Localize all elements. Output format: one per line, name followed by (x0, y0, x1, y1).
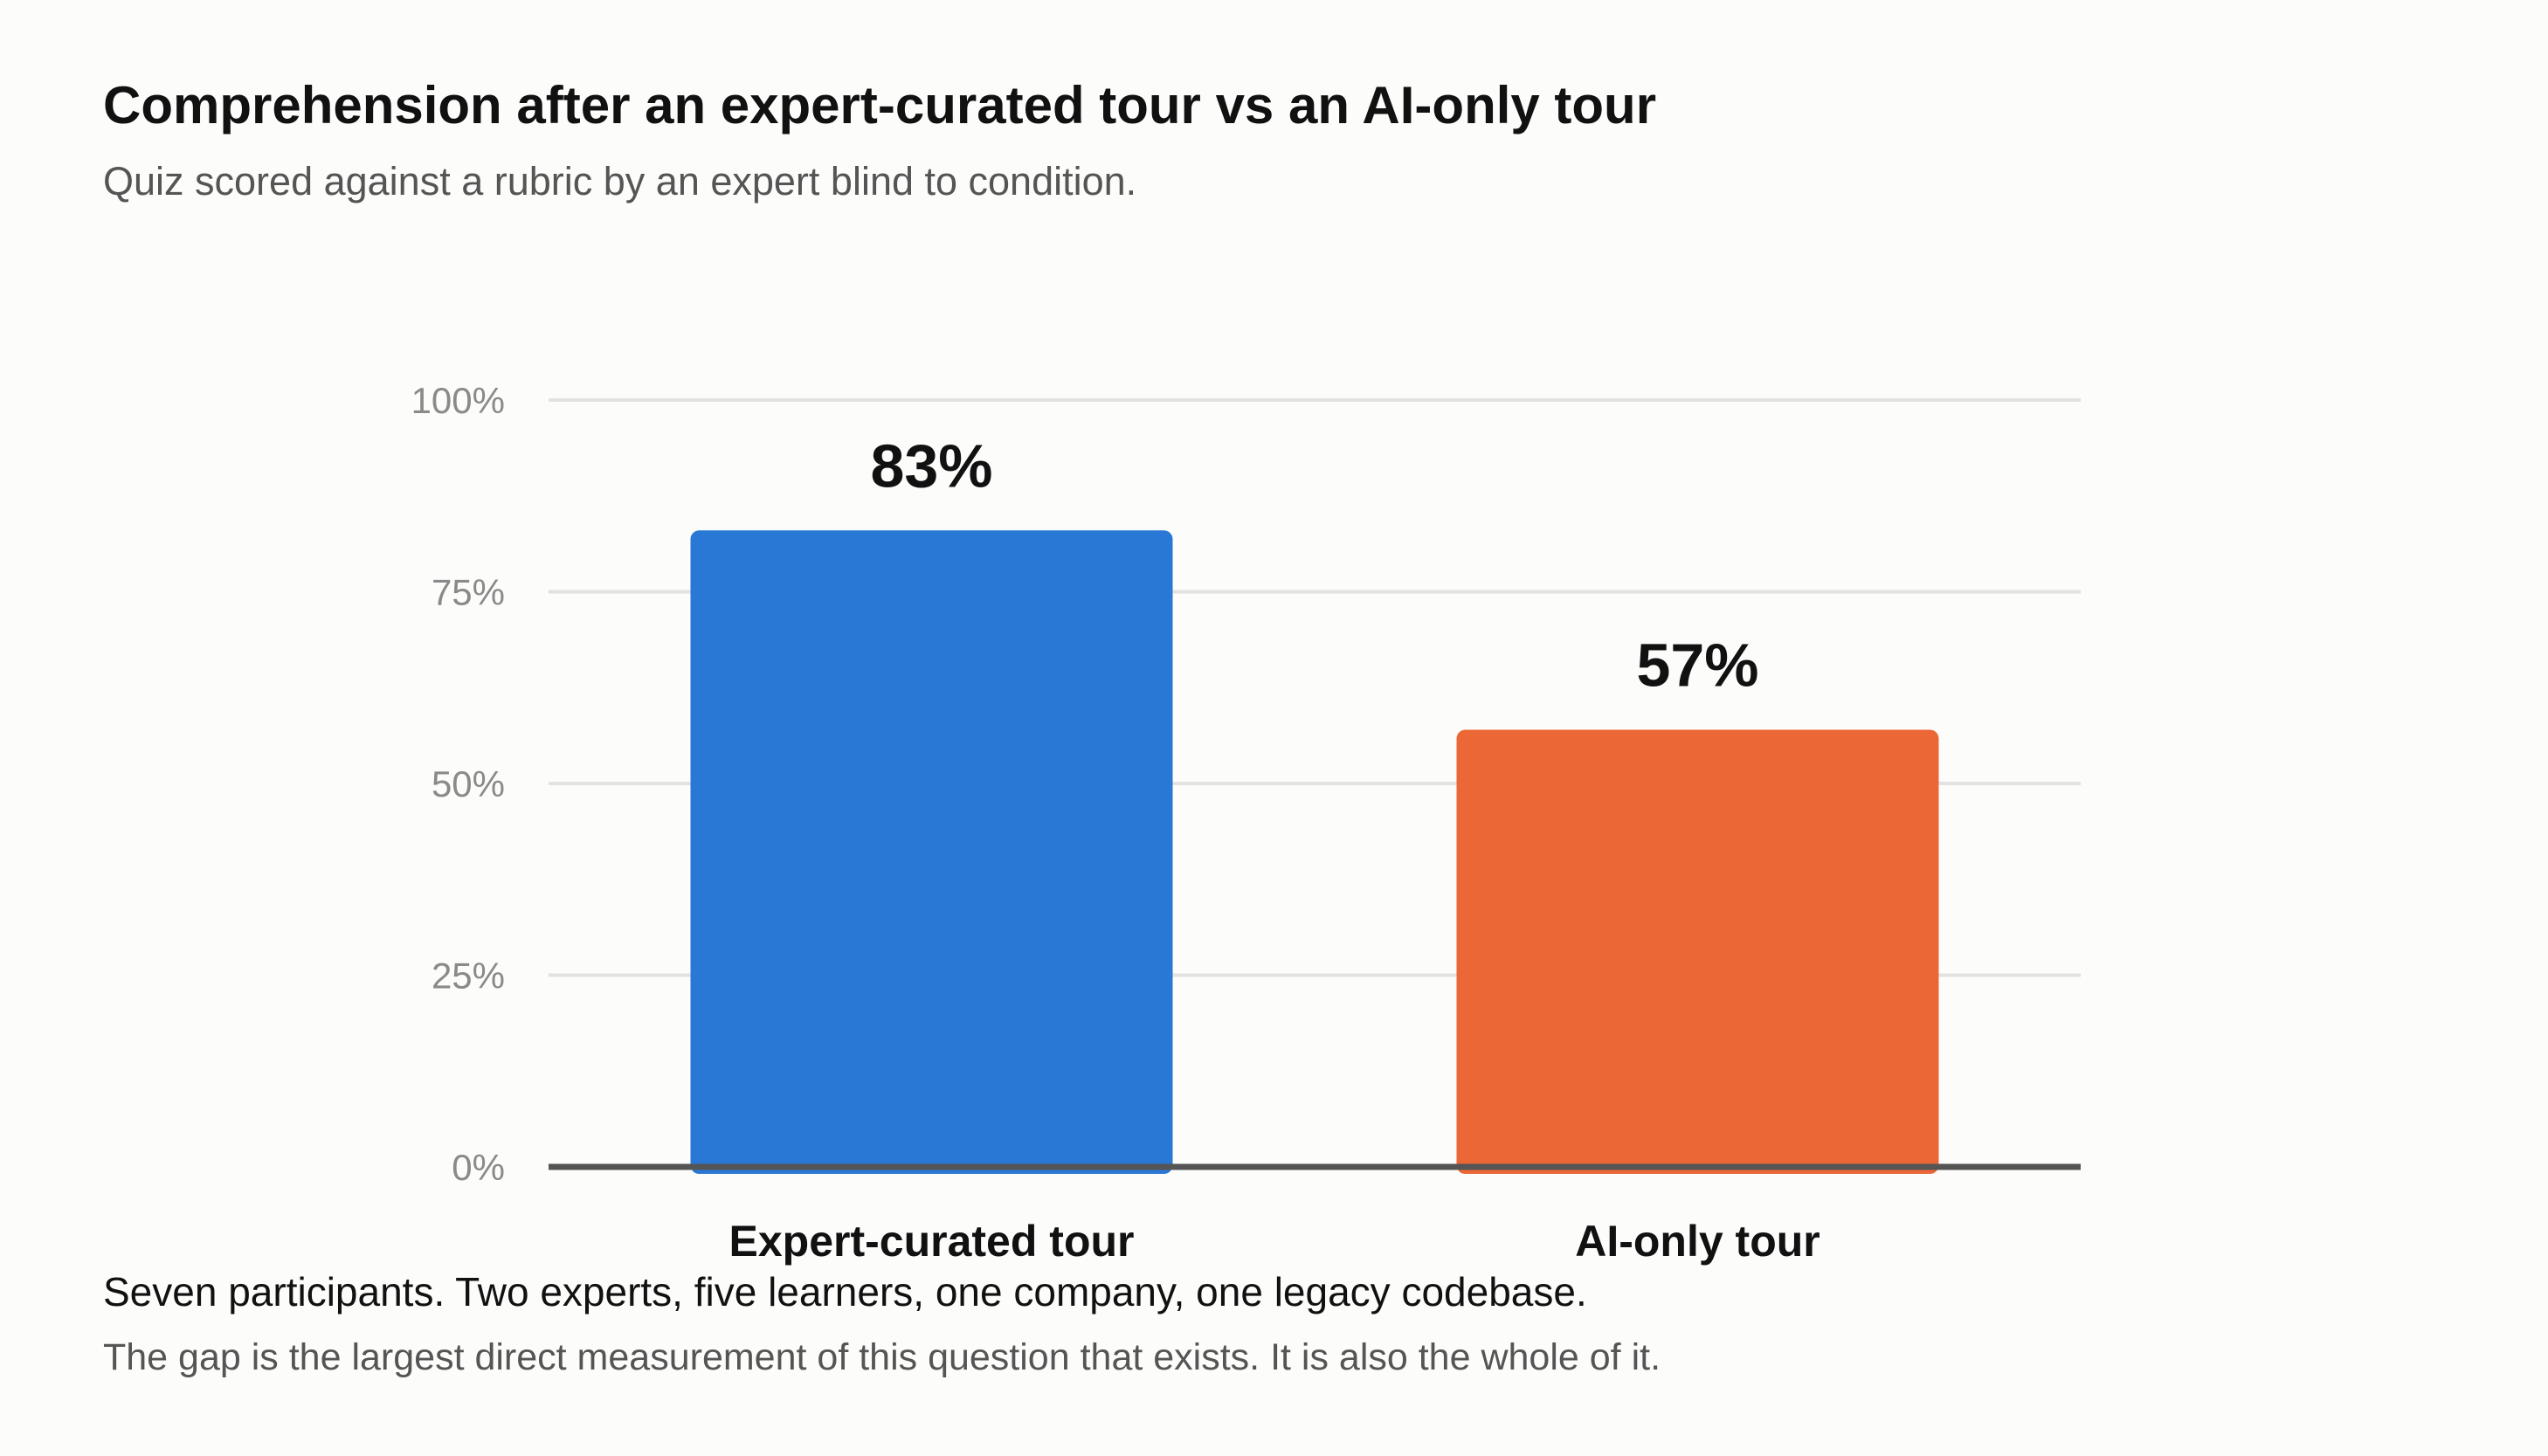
bar-value-label: 57% (1636, 631, 1758, 700)
footnote-gap: The gap is the largest direct measuremen… (103, 1336, 1661, 1378)
y-tick-label: 50% (432, 763, 505, 804)
y-tick-label: 100% (411, 380, 505, 421)
y-tick-label: 75% (432, 572, 505, 613)
chart-subtitle: Quiz scored against a rubric by an exper… (103, 159, 1137, 204)
x-category-label: AI-only tour (1575, 1217, 1820, 1266)
y-tick-label: 25% (432, 956, 505, 997)
footnote-participants: Seven participants. Two experts, five le… (103, 1269, 1587, 1315)
y-tick-label: 0% (452, 1147, 505, 1188)
labels: 83% Expert-curated tour 57% AI-only tour (729, 431, 1820, 1266)
chart-title: Comprehension after an expert-curated to… (103, 76, 1657, 135)
bars (690, 530, 1939, 1174)
y-axis-ticks: 0% 25% 50% 75% 100% (411, 380, 505, 1188)
x-category-label: Expert-curated tour (729, 1217, 1135, 1266)
bar-expert-curated-tour (690, 530, 1173, 1174)
bar-ai-only-tour (1456, 729, 1939, 1174)
bar-value-label: 83% (870, 431, 992, 500)
